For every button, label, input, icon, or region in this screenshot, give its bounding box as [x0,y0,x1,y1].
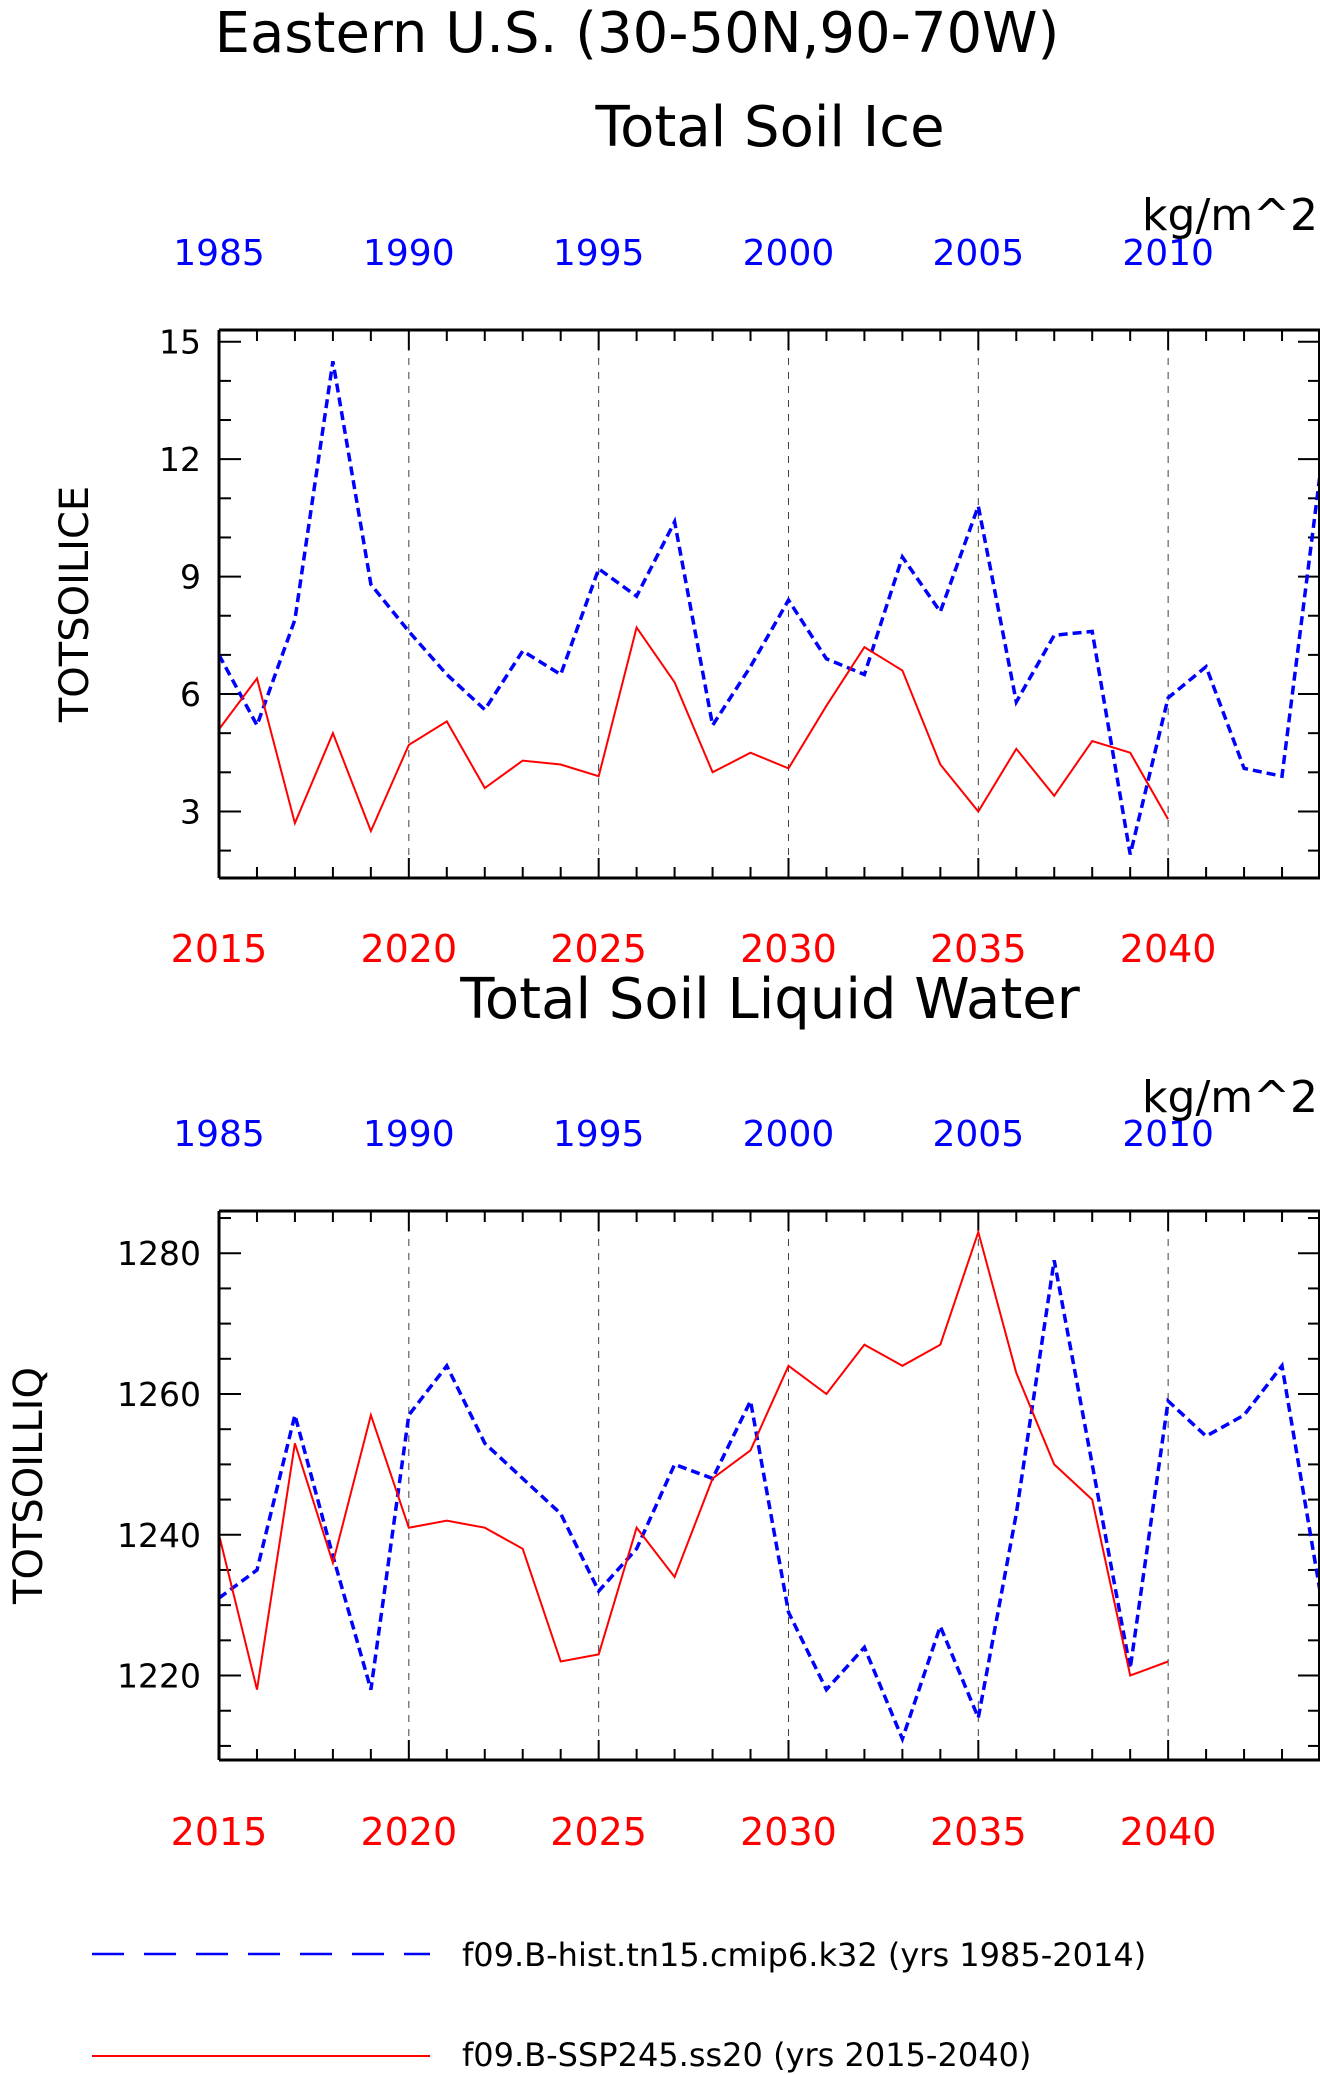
ice-xtick-label-top: 2000 [743,233,835,274]
ice-xtick-label-top: 1995 [553,233,645,274]
ice-ytick-label: 9 [180,558,201,597]
panel-soil-ice: 3 6 9 12 15 2015 2020 2025 2030 2035 2040 1985 1990 1… [52,190,1320,971]
ice-ytick-label: 6 [180,675,201,714]
liq-xtick-label-bottom: 2025 [550,1810,647,1854]
liq-ylabel: TOTSOILLIQ [6,1367,52,1605]
legend: f09.B-hist.tn15.cmip6.k32 (yrs 1985-2014… [92,1936,1146,2074]
liq-xtick-label-bottom: 2040 [1120,1810,1217,1854]
liq-ytick-label: 1220 [117,1657,201,1696]
liq-xtick-label-bottom: 2035 [930,1810,1027,1854]
ice-xtick-label-top: 2005 [932,233,1024,274]
liq-xtick-label-bottom: 2020 [360,1810,457,1854]
liq-ytick-label: 1240 [117,1516,201,1555]
ice-xtick-label-bottom: 2015 [171,927,268,971]
ice-xtick-label-top: 1985 [173,233,265,274]
panel1-title: Total Soil Ice [594,95,944,160]
ice-ytick-label: 3 [180,792,201,831]
liq-xtick-label-top: 1985 [173,1114,265,1155]
ice-ytick-label: 15 [159,323,201,362]
ice-ytick-label: 12 [159,440,201,479]
liq-xtick-label-top: 1995 [553,1114,645,1155]
ice-units-label: kg/m^2 [1142,190,1318,241]
main-title: Eastern U.S. (30-50N,90-70W) [215,1,1060,66]
liq-series-hist [219,1259,1320,1744]
ice-xtick-label-bottom: 2040 [1120,927,1217,971]
panel2-title: Total Soil Liquid Water [459,967,1081,1032]
liq-xtick-label-bottom: 2030 [740,1810,837,1854]
liq-ytick-label: 1280 [117,1234,201,1273]
liq-xtick-label-top: 2010 [1122,1114,1214,1155]
ice-xtick-label-bottom: 2030 [740,927,837,971]
ice-xtick-label-bottom: 2035 [930,927,1027,971]
ice-xtick-label-top: 1990 [363,233,455,274]
ice-xtick-label-bottom: 2020 [360,927,457,971]
liq-xtick-label-top: 2005 [932,1114,1024,1155]
ice-xtick-label-top: 2010 [1122,233,1214,274]
legend-hist-label: f09.B-hist.tn15.cmip6.k32 (yrs 1985-2014… [462,1936,1146,1974]
ice-series-hist [219,361,1320,855]
liq-xtick-label-bottom: 2015 [171,1810,268,1854]
liq-units-label: kg/m^2 [1142,1072,1318,1123]
liq-ytick-label: 1260 [117,1375,201,1414]
liq-xtick-label-top: 2000 [743,1114,835,1155]
ice-series-ssp [219,625,1169,834]
legend-ssp-label: f09.B-SSP245.ss20 (yrs 2015-2040) [462,2036,1031,2074]
liq-series-ssp [219,1228,1169,1690]
panel-soil-liquid: 1220 1240 1260 1280 2015 2020 2025 2030 2035 2040… [6,1072,1320,1854]
ice-ylabel: TOTSOILICE [52,486,98,723]
ice-xtick-label-bottom: 2025 [550,927,647,971]
liq-xtick-label-top: 1990 [363,1114,455,1155]
